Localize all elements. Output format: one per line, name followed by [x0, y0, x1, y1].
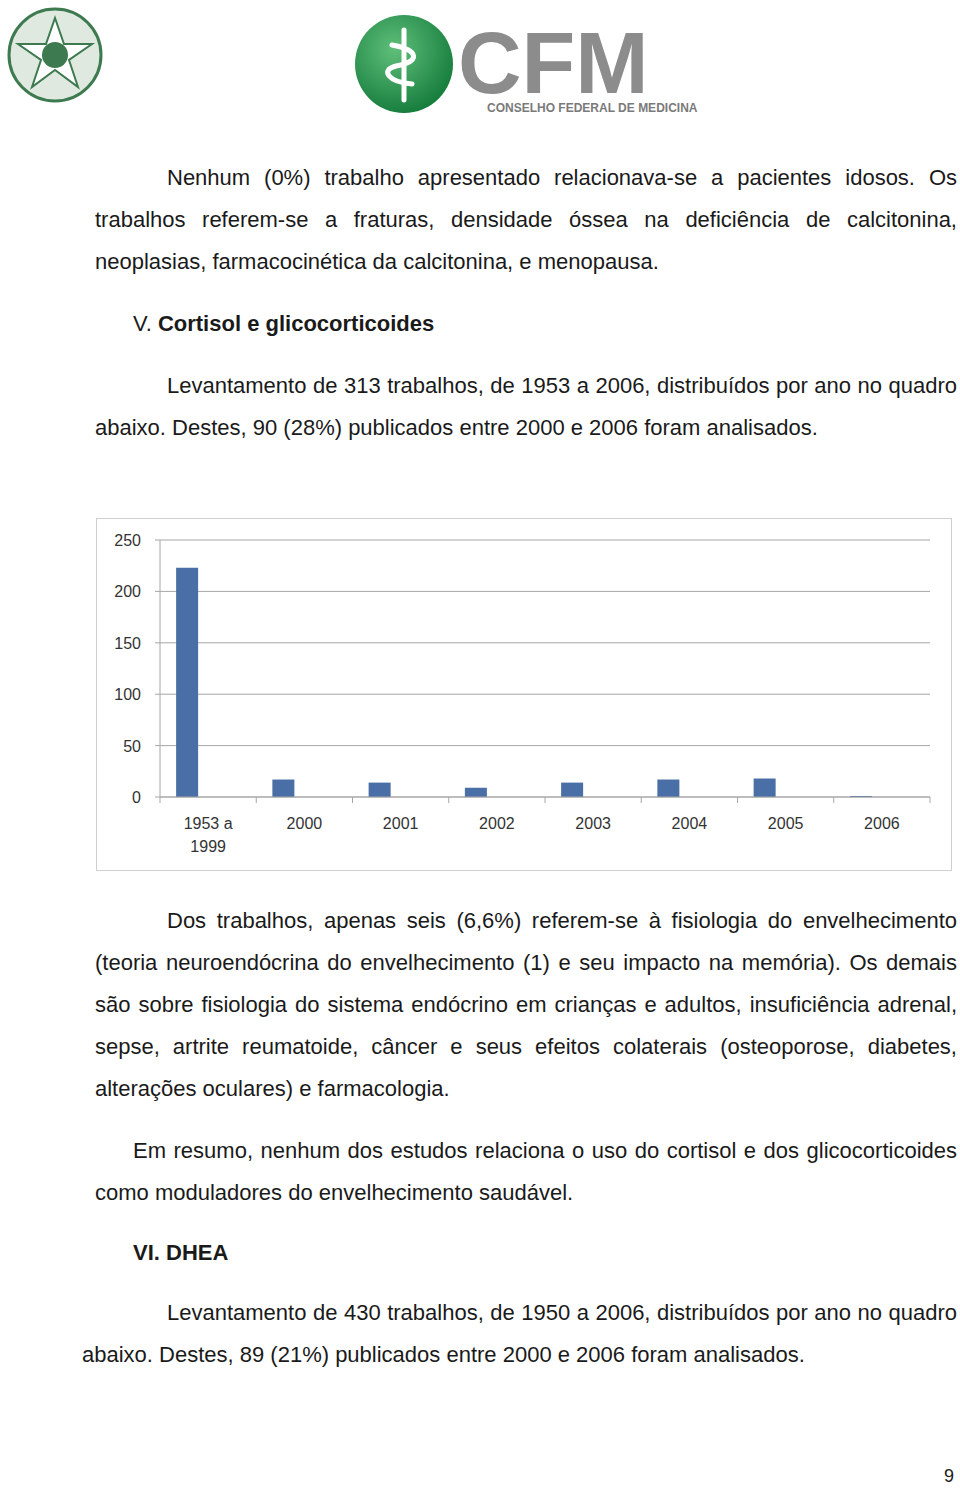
x-tick: [641, 797, 642, 803]
grid-line: [160, 642, 930, 643]
x-tick: [448, 797, 449, 803]
y-tick-label: 0: [132, 789, 141, 806]
y-tick: [155, 694, 160, 695]
section-title: DHEA: [166, 1240, 228, 1265]
bar: [465, 788, 487, 797]
bar: [176, 568, 198, 797]
x-tick: [833, 797, 834, 803]
bar: [272, 780, 294, 797]
paragraph: Nenhum (0%) trabalho apresentado relacio…: [95, 157, 957, 283]
grid-line: [160, 540, 930, 541]
bar: [369, 783, 391, 797]
bar: [754, 778, 776, 797]
y-tick: [155, 540, 160, 541]
bar: [561, 783, 583, 797]
section-title: Cortisol e glicocorticoides: [158, 311, 434, 336]
page-number: 9: [944, 1466, 954, 1487]
y-tick: [155, 642, 160, 643]
paragraph: Levantamento de 430 trabalhos, de 1950 a…: [82, 1292, 957, 1376]
x-tick-label: 2001: [370, 812, 432, 835]
emblem: [9, 9, 101, 101]
header-logos: CFMCONSELHO FEDERAL DE MEDICINA: [0, 0, 960, 125]
x-tick-label: 1953 a 1999: [177, 812, 239, 858]
x-tick: [545, 797, 546, 803]
logo-subtitle: CONSELHO FEDERAL DE MEDICINA: [487, 101, 698, 115]
x-tick: [256, 797, 257, 803]
x-tick-label: 2005: [755, 812, 817, 835]
cfm-logo-symbol: [388, 30, 414, 100]
x-tick-label: 2006: [851, 812, 913, 835]
logo-text: CFM: [458, 13, 649, 112]
x-tick: [352, 797, 353, 803]
y-tick-label: 100: [114, 686, 141, 703]
x-tick-label: 2000: [273, 812, 335, 835]
paragraph: Em resumo, nenhum dos estudos relaciona …: [95, 1130, 957, 1214]
section-heading: VI. DHEA: [133, 1232, 228, 1274]
x-tick-label: 2004: [658, 812, 720, 835]
y-tick: [155, 591, 160, 592]
x-tick-label: 2003: [562, 812, 624, 835]
y-tick-label: 200: [114, 583, 141, 600]
section-number: V.: [133, 311, 152, 336]
emblem-center: [42, 42, 68, 68]
bars: [176, 568, 872, 797]
emblem-star: [18, 18, 92, 87]
y-tick-label: 50: [123, 738, 141, 755]
paragraph: Levantamento de 313 trabalhos, de 1953 a…: [95, 365, 957, 449]
x-tick-label: 2002: [466, 812, 528, 835]
bar: [657, 780, 679, 797]
y-tick: [155, 745, 160, 746]
grid-line: [160, 591, 930, 592]
paragraph: Dos trabalhos, apenas seis (6,6%) refere…: [95, 900, 957, 1110]
x-tick: [160, 797, 161, 803]
y-tick-label: 250: [114, 532, 141, 549]
y-tick: [155, 797, 160, 798]
section-heading: V. Cortisol e glicocorticoides: [133, 303, 434, 345]
cfm-logo-circle: [355, 15, 453, 113]
grid-line: [160, 745, 930, 746]
grid-line: [160, 694, 930, 695]
x-tick: [737, 797, 738, 803]
x-tick: [930, 797, 931, 803]
section-number: VI.: [133, 1240, 160, 1265]
chart-frame: 0 50 100 150 200 250 1953 a 1999 2000 2001 2002 20…: [96, 518, 952, 871]
y-tick-label: 150: [114, 635, 141, 652]
y-axis: [160, 540, 161, 797]
